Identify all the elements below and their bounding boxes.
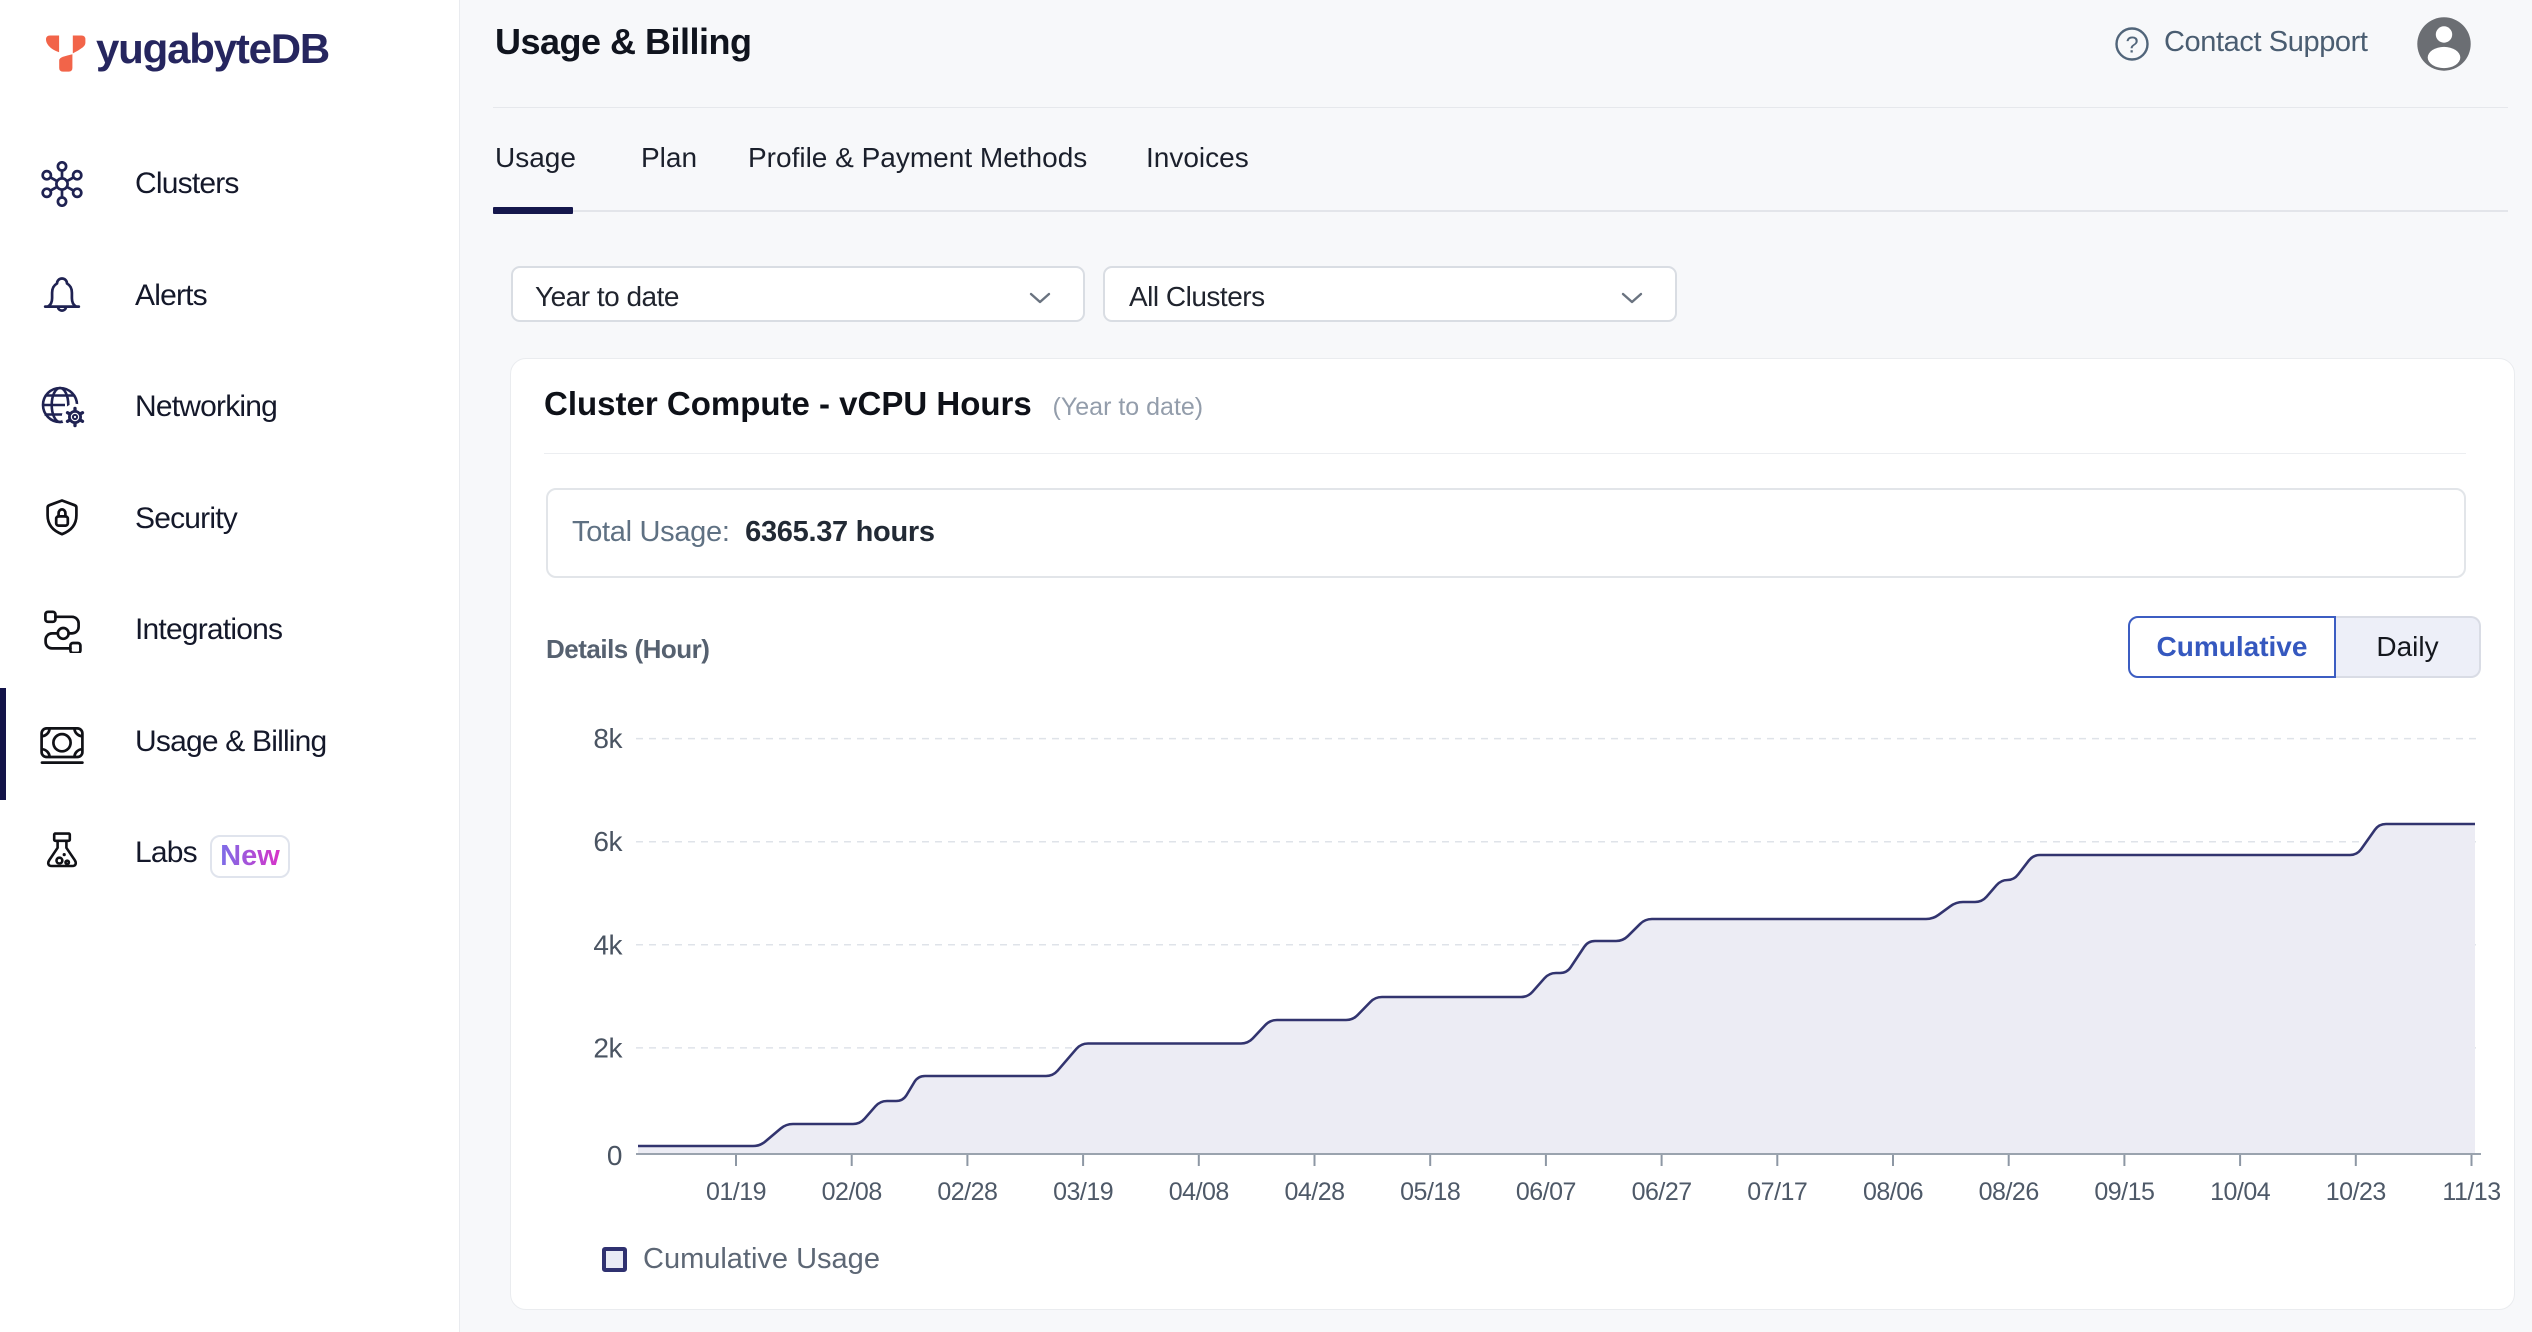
svg-text:04/08: 04/08: [1169, 1178, 1229, 1206]
svg-text:10/04: 10/04: [2210, 1178, 2271, 1206]
svg-text:11/13: 11/13: [2442, 1178, 2500, 1206]
svg-text:03/19: 03/19: [1053, 1178, 1113, 1206]
svg-text:07/17: 07/17: [1747, 1178, 1807, 1206]
svg-text:08/06: 08/06: [1863, 1178, 1923, 1206]
svg-text:06/07: 06/07: [1516, 1178, 1576, 1206]
svg-text:4k: 4k: [593, 929, 623, 960]
svg-text:10/23: 10/23: [2326, 1178, 2386, 1206]
svg-text:05/18: 05/18: [1400, 1178, 1460, 1206]
svg-text:09/15: 09/15: [2094, 1178, 2154, 1206]
svg-text:01/19: 01/19: [706, 1178, 766, 1206]
svg-text:08/26: 08/26: [1979, 1178, 2039, 1206]
svg-text:?: ?: [2125, 32, 2138, 58]
svg-text:8k: 8k: [593, 723, 623, 754]
svg-text:02/28: 02/28: [937, 1178, 997, 1206]
svg-text:04/28: 04/28: [1284, 1178, 1344, 1206]
svg-text:6k: 6k: [593, 826, 623, 857]
svg-text:2k: 2k: [593, 1032, 623, 1063]
svg-text:0: 0: [607, 1140, 622, 1171]
svg-text:06/27: 06/27: [1632, 1178, 1692, 1206]
svg-text:02/08: 02/08: [822, 1178, 882, 1206]
